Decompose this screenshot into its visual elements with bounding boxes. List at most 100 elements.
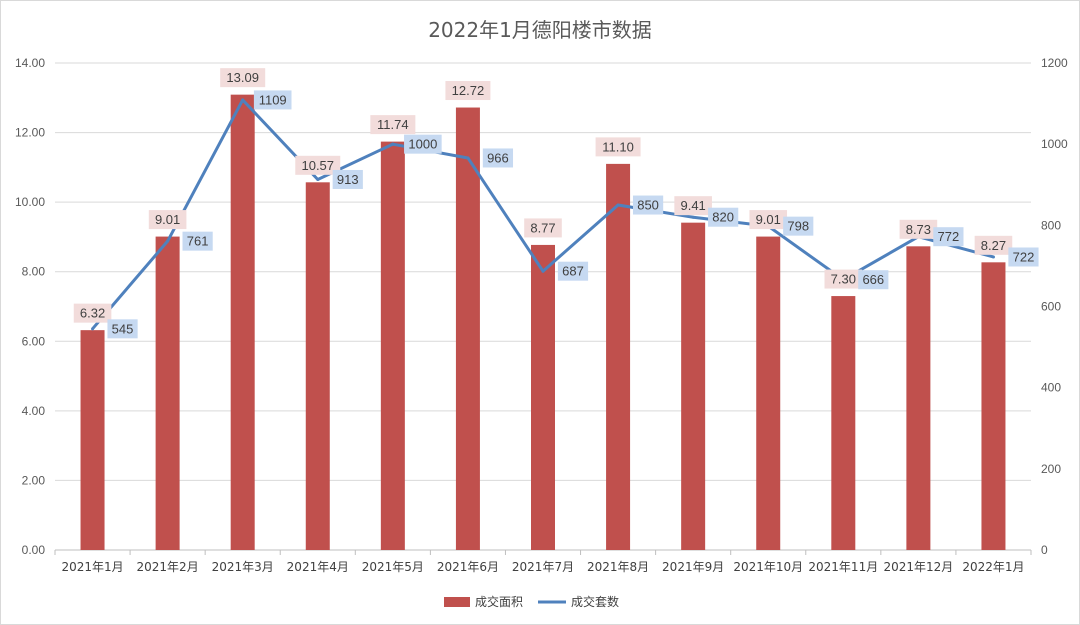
category-label: 2021年6月 (437, 560, 499, 574)
category-label: 2021年4月 (287, 560, 349, 574)
line-point (166, 239, 170, 243)
bar-area (230, 94, 255, 550)
line-data-label: 820 (712, 210, 734, 225)
bar-area (756, 236, 781, 550)
category-label: 2021年12月 (883, 560, 953, 574)
bar-data-label-bg (595, 137, 641, 157)
bar-data-label-bg (899, 219, 938, 239)
line-data-label: 850 (637, 198, 659, 213)
legend-label-area: 成交面积 (475, 594, 523, 609)
line-data-label: 966 (487, 150, 509, 165)
bar-area (681, 222, 706, 550)
category-label: 2021年5月 (362, 560, 424, 574)
bar-area (981, 262, 1006, 550)
line-data-label-bg (632, 195, 664, 215)
legend-swatch-area (444, 597, 470, 607)
bar-area (906, 246, 931, 550)
bar-data-label: 9.41 (680, 198, 705, 213)
line-point (316, 177, 320, 181)
category-label: 2022年1月 (962, 560, 1024, 574)
line-data-label: 1109 (259, 92, 287, 107)
line-data-label-bg (253, 90, 292, 110)
legend: 成交面积 成交套数 (444, 594, 619, 609)
bar-data-label: 8.27 (981, 238, 1006, 253)
category-axis-labels: 2021年1月 2021年2月 2021年3月 2021年4月 2021年5月 2021年… (54, 550, 1032, 574)
line-data-label: 1000 (408, 137, 437, 152)
left-tick-label: 14.00 (15, 56, 45, 70)
line-data-label: 687 (562, 264, 584, 279)
bar-area (305, 182, 330, 550)
line-data-label: 545 (112, 321, 134, 336)
line-data-label-bg (858, 270, 889, 290)
bar-data-label-bg (148, 210, 187, 230)
legend-label-count: 成交套数 (571, 594, 619, 609)
category-label: 2021年2月 (137, 560, 199, 574)
line-data-label-bg (107, 319, 138, 339)
chart-title: 2022年1月德阳楼市数据 (428, 18, 652, 42)
right-tick-label: 1000 (1041, 137, 1068, 151)
line-data-label-bg (557, 261, 589, 281)
bar-data-label: 9.01 (756, 212, 781, 227)
left-tick-label: 2.00 (22, 473, 46, 487)
bar-series-area (80, 94, 1006, 551)
bar-area (831, 296, 856, 550)
bar-data-label-bg (824, 269, 863, 289)
right-axis-ticks: 0 200 400 600 800 1000 1200 (1041, 56, 1068, 557)
line-data-label-bg (332, 169, 363, 189)
bar-data-label: 8.77 (530, 220, 555, 235)
bar-data-label: 7.30 (831, 272, 856, 287)
category-label: 2021年1月 (61, 560, 123, 574)
category-label: 2021年9月 (662, 560, 724, 574)
bar-data-label: 13.09 (226, 70, 259, 85)
bar-data-label: 12.72 (452, 83, 485, 98)
line-point (991, 255, 995, 259)
line-point (691, 215, 695, 219)
bar-area (80, 330, 105, 550)
line-data-label: 772 (938, 229, 960, 244)
line-point (541, 269, 545, 273)
bar-data-label: 11.10 (602, 139, 634, 154)
bar-area (606, 163, 631, 550)
left-tick-label: 4.00 (22, 404, 46, 418)
bar-area (380, 141, 405, 550)
line-data-label: 666 (862, 272, 884, 287)
line-point (391, 142, 395, 146)
bar-data-label-bg (974, 235, 1013, 255)
right-tick-label: 400 (1041, 381, 1061, 395)
bar-data-label-bg (295, 155, 341, 175)
left-tick-label: 10.00 (15, 195, 45, 209)
bar-data-label-bg (445, 81, 491, 101)
left-tick-label: 12.00 (15, 126, 45, 140)
line-data-label: 722 (1013, 249, 1035, 264)
bar-data-label: 11.74 (377, 117, 409, 132)
line-point (466, 156, 470, 160)
line-data-label-bg (482, 148, 514, 168)
category-label: 2021年3月 (212, 560, 274, 574)
bar-data-label-bg (524, 218, 562, 238)
line-data-labels: 545 761 1109 913 1000 966 687 850 820 798 666 772 72… (107, 90, 1039, 339)
line-data-label: 761 (187, 234, 209, 249)
line-point (91, 327, 95, 331)
left-axis-ticks: 0.00 2.00 4.00 6.00 8.00 10.00 12.00 14.00 (15, 56, 45, 557)
bar-data-label: 10.57 (301, 158, 334, 173)
bar-data-label-bg (73, 303, 112, 323)
category-label: 2021年7月 (512, 560, 574, 574)
line-data-label-bg (933, 227, 964, 247)
right-tick-label: 1200 (1041, 56, 1068, 70)
right-tick-label: 0 (1041, 543, 1048, 557)
line-data-label: 798 (787, 219, 809, 234)
bar-data-labels: 6.32 9.01 13.09 10.57 11.74 12.72 8.77 11.10 9.4… (73, 68, 1013, 323)
bar-data-label-bg (220, 68, 266, 88)
line-data-label-bg (783, 216, 814, 236)
line-data-label-bg (1008, 247, 1039, 267)
left-tick-label: 0.00 (22, 543, 46, 557)
left-tick-label: 6.00 (22, 334, 46, 348)
right-tick-label: 800 (1041, 218, 1061, 232)
line-point (241, 98, 245, 102)
left-tick-label: 8.00 (22, 265, 46, 279)
bar-area (531, 244, 555, 550)
line-data-label-bg (404, 134, 442, 154)
bar-area (155, 236, 180, 550)
